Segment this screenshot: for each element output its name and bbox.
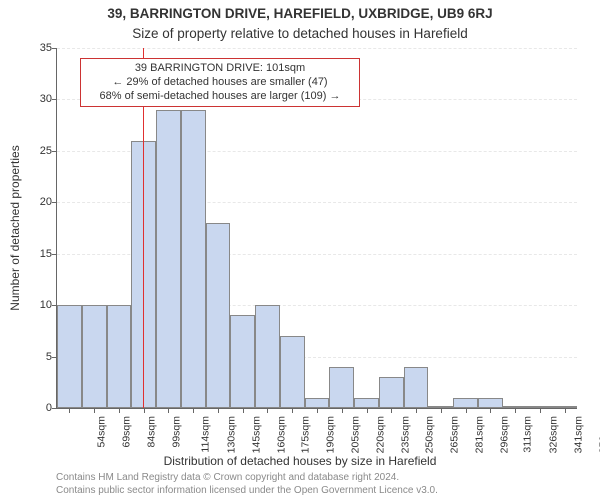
- ytick-label: 25: [40, 145, 52, 157]
- xtick-mark: [267, 408, 268, 413]
- histogram-bar: [82, 305, 107, 408]
- ytick-label: 10: [40, 299, 52, 311]
- xtick-mark: [94, 408, 95, 413]
- annotation-line3: 68% of semi-detached houses are larger (…: [87, 90, 353, 104]
- histogram-bar: [329, 367, 354, 408]
- xtick-label: 281sqm: [473, 416, 485, 453]
- histogram-bar: [404, 367, 429, 408]
- xtick-mark: [193, 408, 194, 413]
- histogram-bar: [453, 398, 478, 408]
- xtick-mark: [466, 408, 467, 413]
- xtick-label: 341sqm: [572, 416, 584, 453]
- xtick-mark: [391, 408, 392, 413]
- xtick-mark: [218, 408, 219, 413]
- xtick-label: 130sqm: [226, 416, 238, 453]
- xtick-label: 145sqm: [250, 416, 262, 453]
- xtick-label: 205sqm: [349, 416, 361, 453]
- footer-line1: Contains HM Land Registry data © Crown c…: [56, 472, 399, 483]
- histogram-bar: [107, 305, 132, 408]
- y-axis-label: Number of detached properties: [8, 145, 22, 310]
- xtick-mark: [416, 408, 417, 413]
- annotation-line2: ← 29% of detached houses are smaller (47…: [87, 76, 353, 90]
- xtick-mark: [144, 408, 145, 413]
- xtick-mark: [168, 408, 169, 413]
- xtick-label: 326sqm: [547, 416, 559, 453]
- ytick-mark: [52, 99, 57, 100]
- xtick-label: 54sqm: [96, 416, 108, 448]
- xtick-mark: [515, 408, 516, 413]
- ytick-label: 15: [40, 248, 52, 260]
- xtick-mark: [243, 408, 244, 413]
- xtick-label: 265sqm: [448, 416, 460, 453]
- gridline: [57, 48, 577, 49]
- xtick-label: 175sqm: [300, 416, 312, 453]
- histogram-bar: [206, 223, 231, 408]
- xtick-label: 160sqm: [275, 416, 287, 453]
- histogram-bar: [305, 398, 330, 408]
- x-axis-label: Distribution of detached houses by size …: [0, 454, 600, 468]
- ytick-label: 0: [46, 402, 52, 414]
- xtick-mark: [565, 408, 566, 413]
- ytick-label: 20: [40, 196, 52, 208]
- xtick-label: 311sqm: [522, 416, 534, 453]
- xtick-mark: [119, 408, 120, 413]
- ytick-mark: [52, 151, 57, 152]
- ytick-mark: [52, 408, 57, 409]
- histogram-bar: [354, 398, 379, 408]
- histogram-bar: [230, 315, 255, 408]
- chart-title-line1: 39, BARRINGTON DRIVE, HAREFIELD, UXBRIDG…: [0, 6, 600, 21]
- ytick-label: 30: [40, 93, 52, 105]
- ytick-mark: [52, 48, 57, 49]
- xtick-mark: [342, 408, 343, 413]
- histogram-bar: [478, 398, 503, 408]
- histogram-bar: [280, 336, 305, 408]
- ytick-mark: [52, 202, 57, 203]
- ytick-mark: [52, 254, 57, 255]
- xtick-label: 296sqm: [498, 416, 510, 453]
- xtick-label: 99sqm: [170, 416, 182, 448]
- xtick-label: 235sqm: [399, 416, 411, 453]
- histogram-bar: [379, 377, 404, 408]
- histogram-bar: [255, 305, 280, 408]
- footer-line2: Contains public sector information licen…: [56, 485, 438, 496]
- xtick-mark: [292, 408, 293, 413]
- xtick-label: 220sqm: [374, 416, 386, 453]
- chart-title-line2: Size of property relative to detached ho…: [0, 26, 600, 41]
- annotation-line1: 39 BARRINGTON DRIVE: 101sqm: [87, 62, 353, 76]
- xtick-label: 190sqm: [325, 416, 337, 453]
- xtick-mark: [441, 408, 442, 413]
- histogram-bar: [181, 110, 206, 408]
- histogram-bar: [57, 305, 82, 408]
- chart-container: 39, BARRINGTON DRIVE, HAREFIELD, UXBRIDG…: [0, 0, 600, 500]
- xtick-mark: [540, 408, 541, 413]
- ytick-label: 35: [40, 42, 52, 54]
- xtick-label: 69sqm: [121, 416, 133, 448]
- ytick-label: 5: [46, 351, 52, 363]
- annotation-box: 39 BARRINGTON DRIVE: 101sqm ← 29% of det…: [80, 58, 360, 107]
- xtick-label: 250sqm: [424, 416, 436, 453]
- histogram-bar: [156, 110, 181, 408]
- xtick-mark: [367, 408, 368, 413]
- xtick-mark: [490, 408, 491, 413]
- xtick-mark: [317, 408, 318, 413]
- xtick-label: 84sqm: [145, 416, 157, 448]
- xtick-mark: [69, 408, 70, 413]
- xtick-label: 114sqm: [200, 416, 212, 453]
